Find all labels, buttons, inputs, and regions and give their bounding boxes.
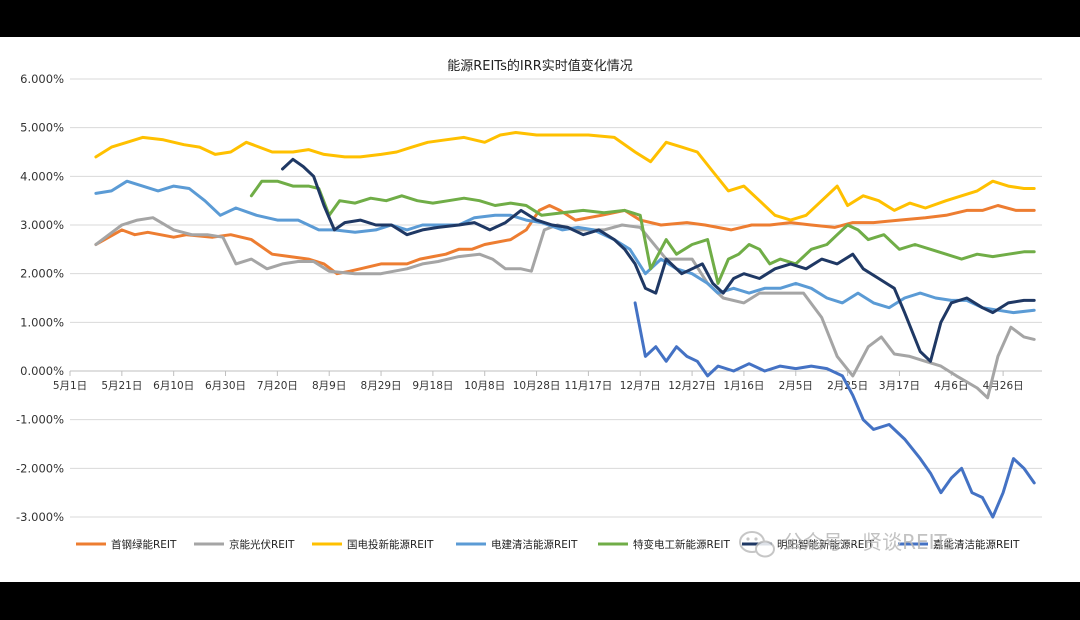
legend-label-6: 明阳智能新能源REIT bbox=[777, 538, 875, 551]
x-tick-label: 3月17日 bbox=[879, 380, 920, 392]
legend-label-1: 首钢绿能REIT bbox=[111, 538, 177, 551]
series-line-4 bbox=[94, 179, 1036, 315]
y-tick-label: 5.000% bbox=[20, 121, 64, 135]
y-tick-label: -1.000% bbox=[16, 413, 64, 427]
x-tick-label: 2月5日 bbox=[779, 380, 813, 392]
x-tick-label: 5月21日 bbox=[101, 380, 142, 392]
y-tick-label: 6.000% bbox=[20, 72, 64, 86]
x-tick-label: 10月8日 bbox=[464, 380, 505, 392]
series-line-3 bbox=[94, 131, 1036, 222]
legend-label-5: 特变电工新能源REIT bbox=[633, 538, 731, 551]
series-line-2 bbox=[94, 216, 1036, 400]
x-tick-label: 12月27日 bbox=[668, 380, 716, 392]
legend-label-4: 电建清洁能源REIT bbox=[491, 538, 578, 551]
y-tick-label: 1.000% bbox=[20, 315, 64, 329]
legend-label-2: 京能光伏REIT bbox=[229, 538, 295, 551]
gridlines bbox=[70, 78, 1042, 518]
y-tick-label: 2.000% bbox=[20, 267, 64, 281]
x-tick-label: 5月1日 bbox=[53, 380, 87, 392]
chart-panel: 6.000% 5.000% 4.000% 3.000% 2.000% 1.000% 0.00… bbox=[0, 37, 1080, 582]
series-line-1 bbox=[94, 204, 1036, 276]
y-tick-label: 3.000% bbox=[20, 218, 64, 232]
y-tick-label: 0.000% bbox=[20, 364, 64, 378]
x-tick-label: 8月9日 bbox=[312, 380, 346, 392]
y-tick-label: -3.000% bbox=[16, 510, 64, 524]
x-axis: 5月1日 5月21日 6月10日 6月30日 7月20日 8月9日 8月29日 9月18日 10… bbox=[53, 371, 1024, 392]
y-axis: 6.000% 5.000% 4.000% 3.000% 2.000% 1.000% 0.00… bbox=[16, 72, 64, 524]
y-tick-label: 4.000% bbox=[20, 169, 64, 183]
chart-svg: 6.000% 5.000% 4.000% 3.000% 2.000% 1.000% 0.00… bbox=[16, 58, 1042, 558]
x-tick-label: 1月16日 bbox=[723, 380, 764, 392]
series-lines bbox=[94, 131, 1036, 519]
series-line-6 bbox=[281, 157, 1036, 363]
x-tick-label: 8月29日 bbox=[361, 380, 402, 392]
series-line-5 bbox=[249, 179, 1036, 285]
x-tick-label: 6月10日 bbox=[153, 380, 194, 392]
watermark-text: 公众号 · 贤谈REITs bbox=[783, 530, 954, 554]
chart-title: 能源REITs的IRR实时值变化情况 bbox=[447, 58, 633, 74]
legend-label-7: 嘉能清洁能源REIT bbox=[933, 538, 1020, 551]
x-tick-label: 11月17日 bbox=[565, 380, 613, 392]
watermark: 公众号 · 贤谈REITs bbox=[739, 530, 954, 558]
x-tick-label: 12月7日 bbox=[620, 380, 661, 392]
x-tick-label: 6月30日 bbox=[205, 380, 246, 392]
x-tick-label: 4月6日 bbox=[934, 380, 968, 392]
series-line-7 bbox=[633, 301, 1036, 519]
x-tick-label: 9月18日 bbox=[412, 380, 453, 392]
x-tick-label: 4月26日 bbox=[983, 380, 1024, 392]
legend: 首钢绿能REIT 京能光伏REIT 国电投新能源REIT 电建清洁能源REIT 特变电工… bbox=[76, 538, 1020, 551]
wechat-icon bbox=[739, 531, 775, 558]
legend-label-3: 国电投新能源REIT bbox=[347, 538, 434, 551]
y-tick-label: -2.000% bbox=[16, 461, 64, 475]
x-tick-label: 7月20日 bbox=[257, 380, 298, 392]
x-tick-label: 10月28日 bbox=[513, 380, 561, 392]
